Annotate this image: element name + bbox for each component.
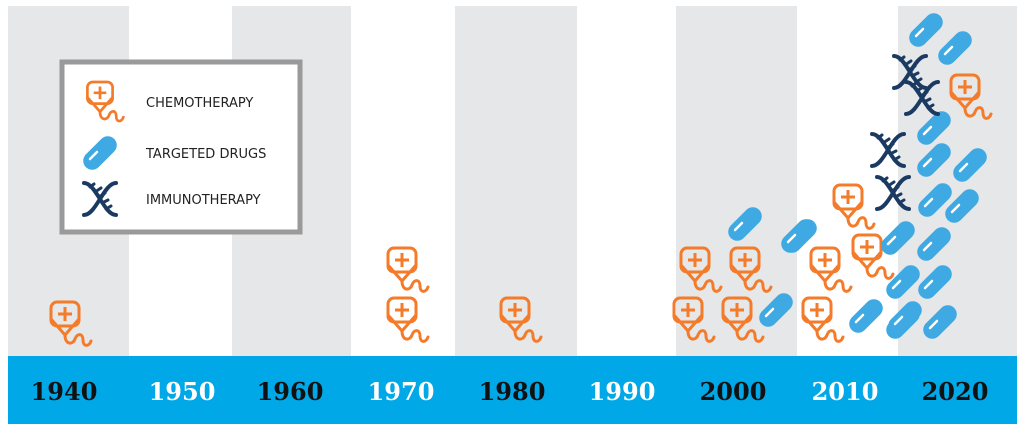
pill-capsule-icon bbox=[914, 179, 956, 221]
legend-box: CHEMOTHERAPY TARGETED DRUGS IMMUNOTHERAPY bbox=[59, 59, 303, 235]
iv-bag-icon bbox=[386, 296, 430, 343]
pill-capsule-icon bbox=[877, 217, 919, 259]
year-label-1980: 1980 bbox=[479, 377, 546, 406]
legend-label-chemotherapy: CHEMOTHERAPY bbox=[146, 96, 253, 111]
pill-capsule-icon bbox=[79, 132, 121, 174]
year-label-2020: 2020 bbox=[922, 377, 989, 406]
pill-capsule-icon bbox=[882, 261, 924, 303]
pill-capsule-icon bbox=[941, 185, 983, 227]
pill-capsule-icon bbox=[949, 144, 991, 186]
year-label-1960: 1960 bbox=[257, 377, 324, 406]
pill-capsule-icon bbox=[913, 107, 955, 149]
pill-capsule-icon bbox=[914, 261, 956, 303]
year-label-1950: 1950 bbox=[149, 377, 216, 406]
pill-capsule-icon bbox=[913, 223, 955, 265]
pill-capsule-icon bbox=[919, 301, 961, 343]
pill-capsule-icon bbox=[934, 27, 976, 69]
year-label-2000: 2000 bbox=[700, 377, 767, 406]
pill-capsule-icon bbox=[777, 215, 819, 257]
timeline-axis-bar bbox=[8, 356, 1017, 424]
iv-bag-icon bbox=[386, 246, 430, 293]
pill-capsule-icon bbox=[905, 9, 947, 51]
legend-label-immunotherapy: IMMUNOTHERAPY bbox=[146, 193, 261, 208]
iv-bag-icon bbox=[801, 296, 845, 343]
legend-label-targeted-drugs: TARGETED DRUGS bbox=[145, 147, 266, 162]
year-label-2010: 2010 bbox=[812, 377, 879, 406]
iv-bag-icon bbox=[809, 246, 853, 293]
year-label-1940: 1940 bbox=[31, 377, 98, 406]
pill-capsule-icon bbox=[845, 295, 887, 337]
pill-capsule-icon bbox=[755, 289, 797, 331]
pill-capsule-icon bbox=[884, 297, 926, 339]
year-label-1990: 1990 bbox=[589, 377, 656, 406]
iv-bag-icon bbox=[832, 183, 876, 230]
year-label-1970: 1970 bbox=[368, 377, 435, 406]
pill-capsule-icon bbox=[724, 203, 766, 245]
pill-capsule-icon bbox=[913, 139, 955, 181]
decade-band-2020 bbox=[898, 6, 1017, 358]
